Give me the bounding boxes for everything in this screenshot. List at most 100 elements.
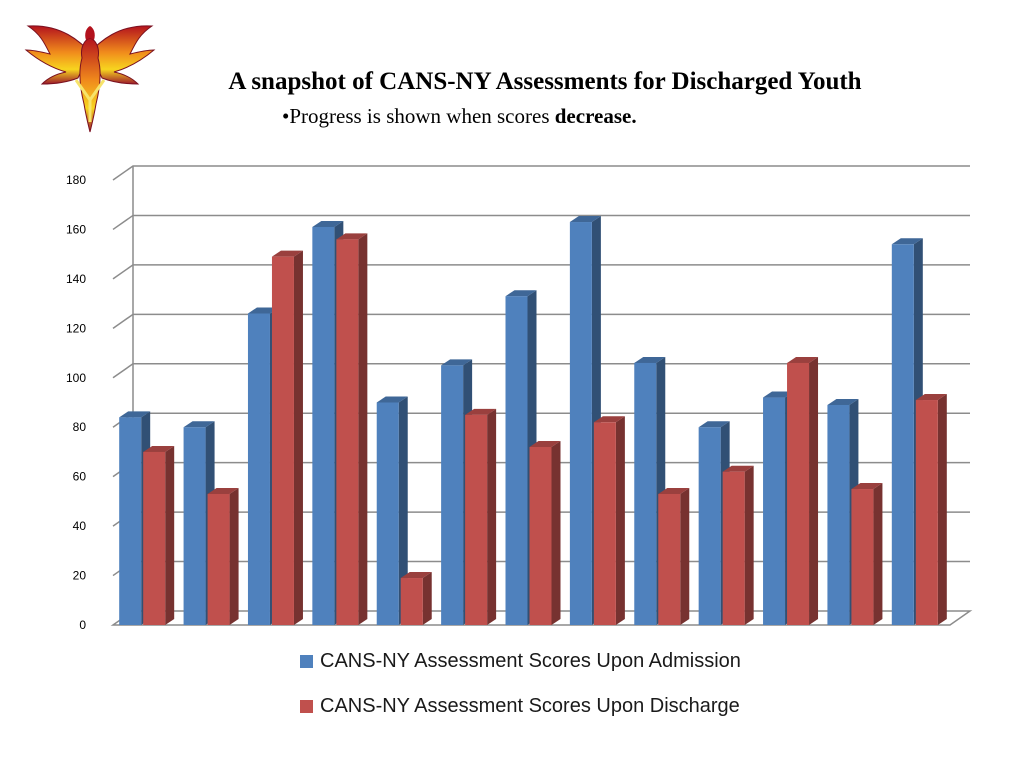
bar-front [441,365,464,625]
admission-bar [634,356,666,625]
bar-front [658,493,681,625]
bar-side [615,416,625,625]
discharge-bar [722,465,754,625]
bar-side [422,572,432,625]
bar-side [293,250,303,625]
admission-bar [376,396,408,625]
y-tick-label: 80 [73,420,87,434]
bar-front [400,578,423,625]
legend-item-admission: CANS-NY Assessment Scores Upon Admission [300,650,741,672]
discharge-bar [915,394,947,625]
bar-chart: 0 20 40 60 80 100 120 140 160 180 [66,165,973,632]
bar-top [634,356,666,363]
discharge-bar [336,233,368,625]
discharge-bar [400,572,432,625]
bar-front [376,402,399,625]
bar-top [722,465,754,472]
bar-side [358,233,368,625]
bar-front [207,493,230,625]
bar-top [658,487,690,494]
legend-label-admission: CANS-NY Assessment Scores Upon Admission [320,649,741,672]
y-tick-label: 120 [66,321,86,335]
bar-front [529,447,552,625]
discharge-bar [143,445,175,625]
bar-top [400,572,432,579]
bar-top [593,416,625,423]
bar-top [787,356,819,363]
legend-item-discharge: CANS-NY Assessment Scores Upon Discharge [300,695,741,717]
bar-front [569,222,592,625]
discharge-bar [271,250,303,625]
bar-top [827,398,859,405]
bar-top [143,445,175,452]
bar-front [634,362,657,625]
bar-front [851,489,874,625]
bar-top [441,359,473,366]
bar-side [229,487,239,625]
bar-front [247,313,270,625]
bar-top [119,411,151,418]
bars [119,216,947,625]
subtitle-text: •Progress is shown when scores [282,104,555,128]
bar-side [873,483,883,625]
discharge-bar [658,487,690,625]
bar-side [398,396,408,625]
discharge-bar [593,416,625,625]
bar-front [698,427,721,625]
bar-top [698,421,730,428]
bar-side [165,445,175,625]
y-tick-label: 60 [73,470,87,484]
bar-top [312,220,344,227]
discharge-bar [207,487,239,625]
bar-front [183,427,206,625]
discharge-bar [851,483,883,625]
bar-side [937,394,947,625]
bar-front [465,414,488,625]
y-tick-label: 0 [79,618,86,632]
bar-front [505,296,528,625]
gridline [112,165,970,181]
bar-front [271,256,294,625]
bar-top [505,290,537,297]
bar-front [312,226,335,625]
bar-front [915,400,938,625]
gridline [112,363,970,379]
bar-top [529,441,561,447]
bar-top [271,250,303,257]
gridline [112,264,970,280]
legend-label-discharge: CANS-NY Assessment Scores Upon Discharge [320,694,740,717]
bar-front [827,404,850,625]
bar-top [336,233,368,240]
bar-front [119,417,142,625]
discharge-bar [787,356,819,625]
bar-top [891,238,923,245]
bar-side [487,408,497,625]
bar-top [247,307,279,314]
bar-top [465,408,497,415]
bar-front [722,471,745,625]
bar-side [809,356,819,625]
bar-top [851,483,883,490]
y-tick-label: 20 [73,569,87,583]
y-tick-label: 40 [73,519,87,533]
bar-top [183,421,215,428]
y-tick-label: 100 [66,371,86,385]
bar-top [569,216,601,223]
bar-side [551,441,561,625]
discharge-bar [465,408,497,625]
subtitle-emphasis: decrease. [554,104,637,128]
bar-front [891,244,914,625]
bar-front [763,397,786,625]
bar-top [915,394,947,401]
y-tick-label: 140 [66,272,86,286]
bar-top [207,487,239,494]
discharge-bar [529,441,561,625]
bar-front [336,239,359,625]
y-tick-label: 180 [66,173,86,187]
y-axis-ticks: 0 20 40 60 80 100 120 140 160 180 [66,173,86,632]
bar-top [763,391,795,398]
gridline [112,214,970,231]
bar-front [787,362,810,625]
bar-front [593,422,616,625]
bar-front [143,451,166,625]
